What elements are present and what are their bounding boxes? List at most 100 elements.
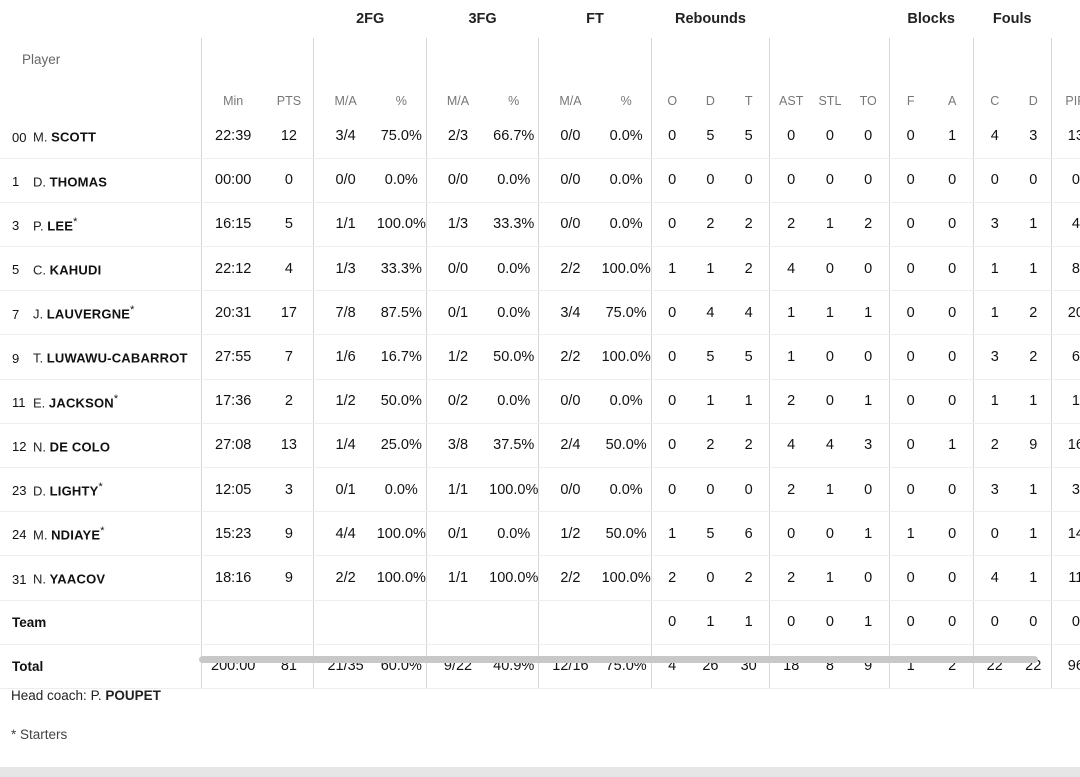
cell-pir: 1 <box>1050 379 1080 424</box>
cell-pts: 0 <box>264 158 314 203</box>
player-first-initial: N. <box>33 439 46 455</box>
cell-3fg-ma: 0/0 <box>425 246 490 292</box>
player-cell[interactable]: 12 N. DE COLO <box>0 423 202 469</box>
cell-ft-pct: 0.0% <box>601 379 652 424</box>
cell-pts: 17 <box>264 290 314 336</box>
player-cell[interactable]: 7 J. LAUVERGNE* <box>0 290 202 336</box>
cell-ft-ma: 1/2 <box>538 511 602 557</box>
cell-ft-ma: 2/4 <box>538 423 602 469</box>
cell-3fg-pct <box>489 600 539 645</box>
player-cell[interactable]: 23 D. LIGHTY* <box>0 467 202 513</box>
cell-pts: 13 <box>264 423 314 469</box>
player-last-name[interactable]: JACKSON <box>48 394 114 410</box>
cell-ft-pct: 100.0% <box>601 246 652 292</box>
column-header-row: Player Min PTS M/A % M/A % M/A % O D T A… <box>0 38 1080 114</box>
cell-2fg-ma: 4/4 <box>313 511 377 557</box>
horizontal-scrollbar[interactable] <box>199 656 1038 663</box>
cell-ast: 2 <box>769 555 813 601</box>
player-cell[interactable]: 00 M. SCOTT <box>0 114 202 159</box>
cell-foul-d: 1 <box>1015 246 1052 292</box>
cell-reb-t: 2 <box>728 423 770 469</box>
player-cell[interactable]: 1 D. THOMAS <box>0 158 202 203</box>
header-min: Min <box>201 38 265 114</box>
cell-reb-t: 4 <box>728 290 770 336</box>
cell-blk-a: 0 <box>931 158 974 203</box>
header-foul-d: D <box>1028 94 1038 108</box>
player-last-name[interactable]: LUWAWU-CABARROT <box>46 350 188 366</box>
cell-foul-c: 1 <box>972 246 1016 292</box>
player-cell[interactable]: 24 M. NDIAYE* <box>0 511 202 557</box>
total-label: Total <box>12 658 44 674</box>
group-rebounds: Rebounds <box>675 11 746 27</box>
cell-pts: 4 <box>264 246 314 292</box>
player-last-name[interactable]: DE COLO <box>49 439 111 455</box>
group-header-row: 2FG 3FG FT Rebounds Blocks Fouls <box>0 0 1080 38</box>
cell-stl: 0 <box>812 114 848 159</box>
player-number: 23 <box>12 483 27 499</box>
cell-reb-d: 4 <box>692 290 729 336</box>
cell-stl: 0 <box>812 158 848 203</box>
player-last-name[interactable]: LEE <box>47 218 74 234</box>
boxscore-container: 2FG 3FG FT Rebounds Blocks Fouls Player … <box>0 0 1080 689</box>
cell-blk-f: 0 <box>888 202 932 248</box>
cell-3fg-ma: 3/8 <box>425 423 490 469</box>
cell-3fg-pct: 40.9% <box>489 644 539 689</box>
cell-ast: 0 <box>769 600 813 645</box>
cell-ast: 18 <box>769 644 813 689</box>
player-last-name[interactable]: NDIAYE <box>51 527 101 543</box>
cell-reb-d: 26 <box>692 644 729 689</box>
cell-2fg-pct: 100.0% <box>376 511 427 557</box>
player-last-name[interactable]: LIGHTY <box>49 483 99 499</box>
cell-blk-f: 0 <box>888 600 932 645</box>
cell-reb-t: 5 <box>728 114 770 159</box>
cell-stl: 8 <box>812 644 848 689</box>
cell-foul-d: 0 <box>1015 158 1052 203</box>
cell-2fg-ma: 1/1 <box>313 202 377 248</box>
group-3fg: 3FG <box>468 11 497 27</box>
player-last-name[interactable]: YAACOV <box>49 571 106 587</box>
cell-pir: 4 <box>1050 202 1080 248</box>
player-last-name[interactable]: SCOTT <box>51 129 97 145</box>
cell-foul-d: 1 <box>1015 379 1052 424</box>
cell-3fg-pct: 0.0% <box>489 511 539 557</box>
player-first-initial: J. <box>33 306 44 322</box>
cell-ast: 2 <box>769 202 813 248</box>
player-cell[interactable]: 5 C. KAHUDI <box>0 246 202 292</box>
player-cell[interactable]: 9 T. LUWAWU-CABARROT <box>0 334 202 380</box>
cell-foul-c: 1 <box>972 379 1016 424</box>
player-last-name[interactable]: THOMAS <box>49 173 108 189</box>
cell-3fg-ma: 1/1 <box>425 467 490 513</box>
cell-blk-f: 0 <box>888 334 932 380</box>
cell-3fg-ma: 2/3 <box>425 114 490 159</box>
header-reb-t: T <box>744 94 753 108</box>
cell-2fg-ma: 2/2 <box>313 555 377 601</box>
cell-foul-c: 3 <box>972 334 1016 380</box>
cell-3fg-pct: 66.7% <box>489 114 539 159</box>
cell-ft-pct: 100.0% <box>601 555 652 601</box>
cell-2fg-pct <box>376 600 427 645</box>
player-cell[interactable]: 3 P. LEE* <box>0 202 202 248</box>
group-blocks: Blocks <box>907 11 955 27</box>
boxscore-table: 2FG 3FG FT Rebounds Blocks Fouls Player … <box>0 0 1080 689</box>
cell-2fg-pct: 0.0% <box>376 158 427 203</box>
cell-ast: 0 <box>769 511 813 557</box>
cell-foul-d: 2 <box>1015 290 1052 336</box>
cell-3fg-pct: 0.0% <box>489 246 539 292</box>
player-last-name[interactable]: KAHUDI <box>49 262 102 278</box>
cell-ft-ma: 0/0 <box>538 202 602 248</box>
player-row: 7 J. LAUVERGNE* 20:31 17 7/8 87.5% 0/1 0.0% 3/4 7… <box>0 290 1080 336</box>
cell-min: 17:36 <box>201 379 265 424</box>
cell-2fg-pct: 87.5% <box>376 290 427 336</box>
cell-2fg-ma: 0/0 <box>313 158 377 203</box>
cell-pir: 3 <box>1050 467 1080 513</box>
player-cell[interactable]: 31 N. YAACOV <box>0 555 202 601</box>
cell-to: 0 <box>847 246 890 292</box>
cell-reb-o: 0 <box>650 600 693 645</box>
footer-bar <box>0 767 1080 777</box>
cell-pir: 8 <box>1050 246 1080 292</box>
cell-pts: 9 <box>264 511 314 557</box>
cell-blk-f: 0 <box>888 290 932 336</box>
player-last-name[interactable]: LAUVERGNE <box>46 306 131 322</box>
player-cell[interactable]: 11 E. JACKSON* <box>0 379 202 424</box>
cell-pir: 20 <box>1050 290 1080 336</box>
